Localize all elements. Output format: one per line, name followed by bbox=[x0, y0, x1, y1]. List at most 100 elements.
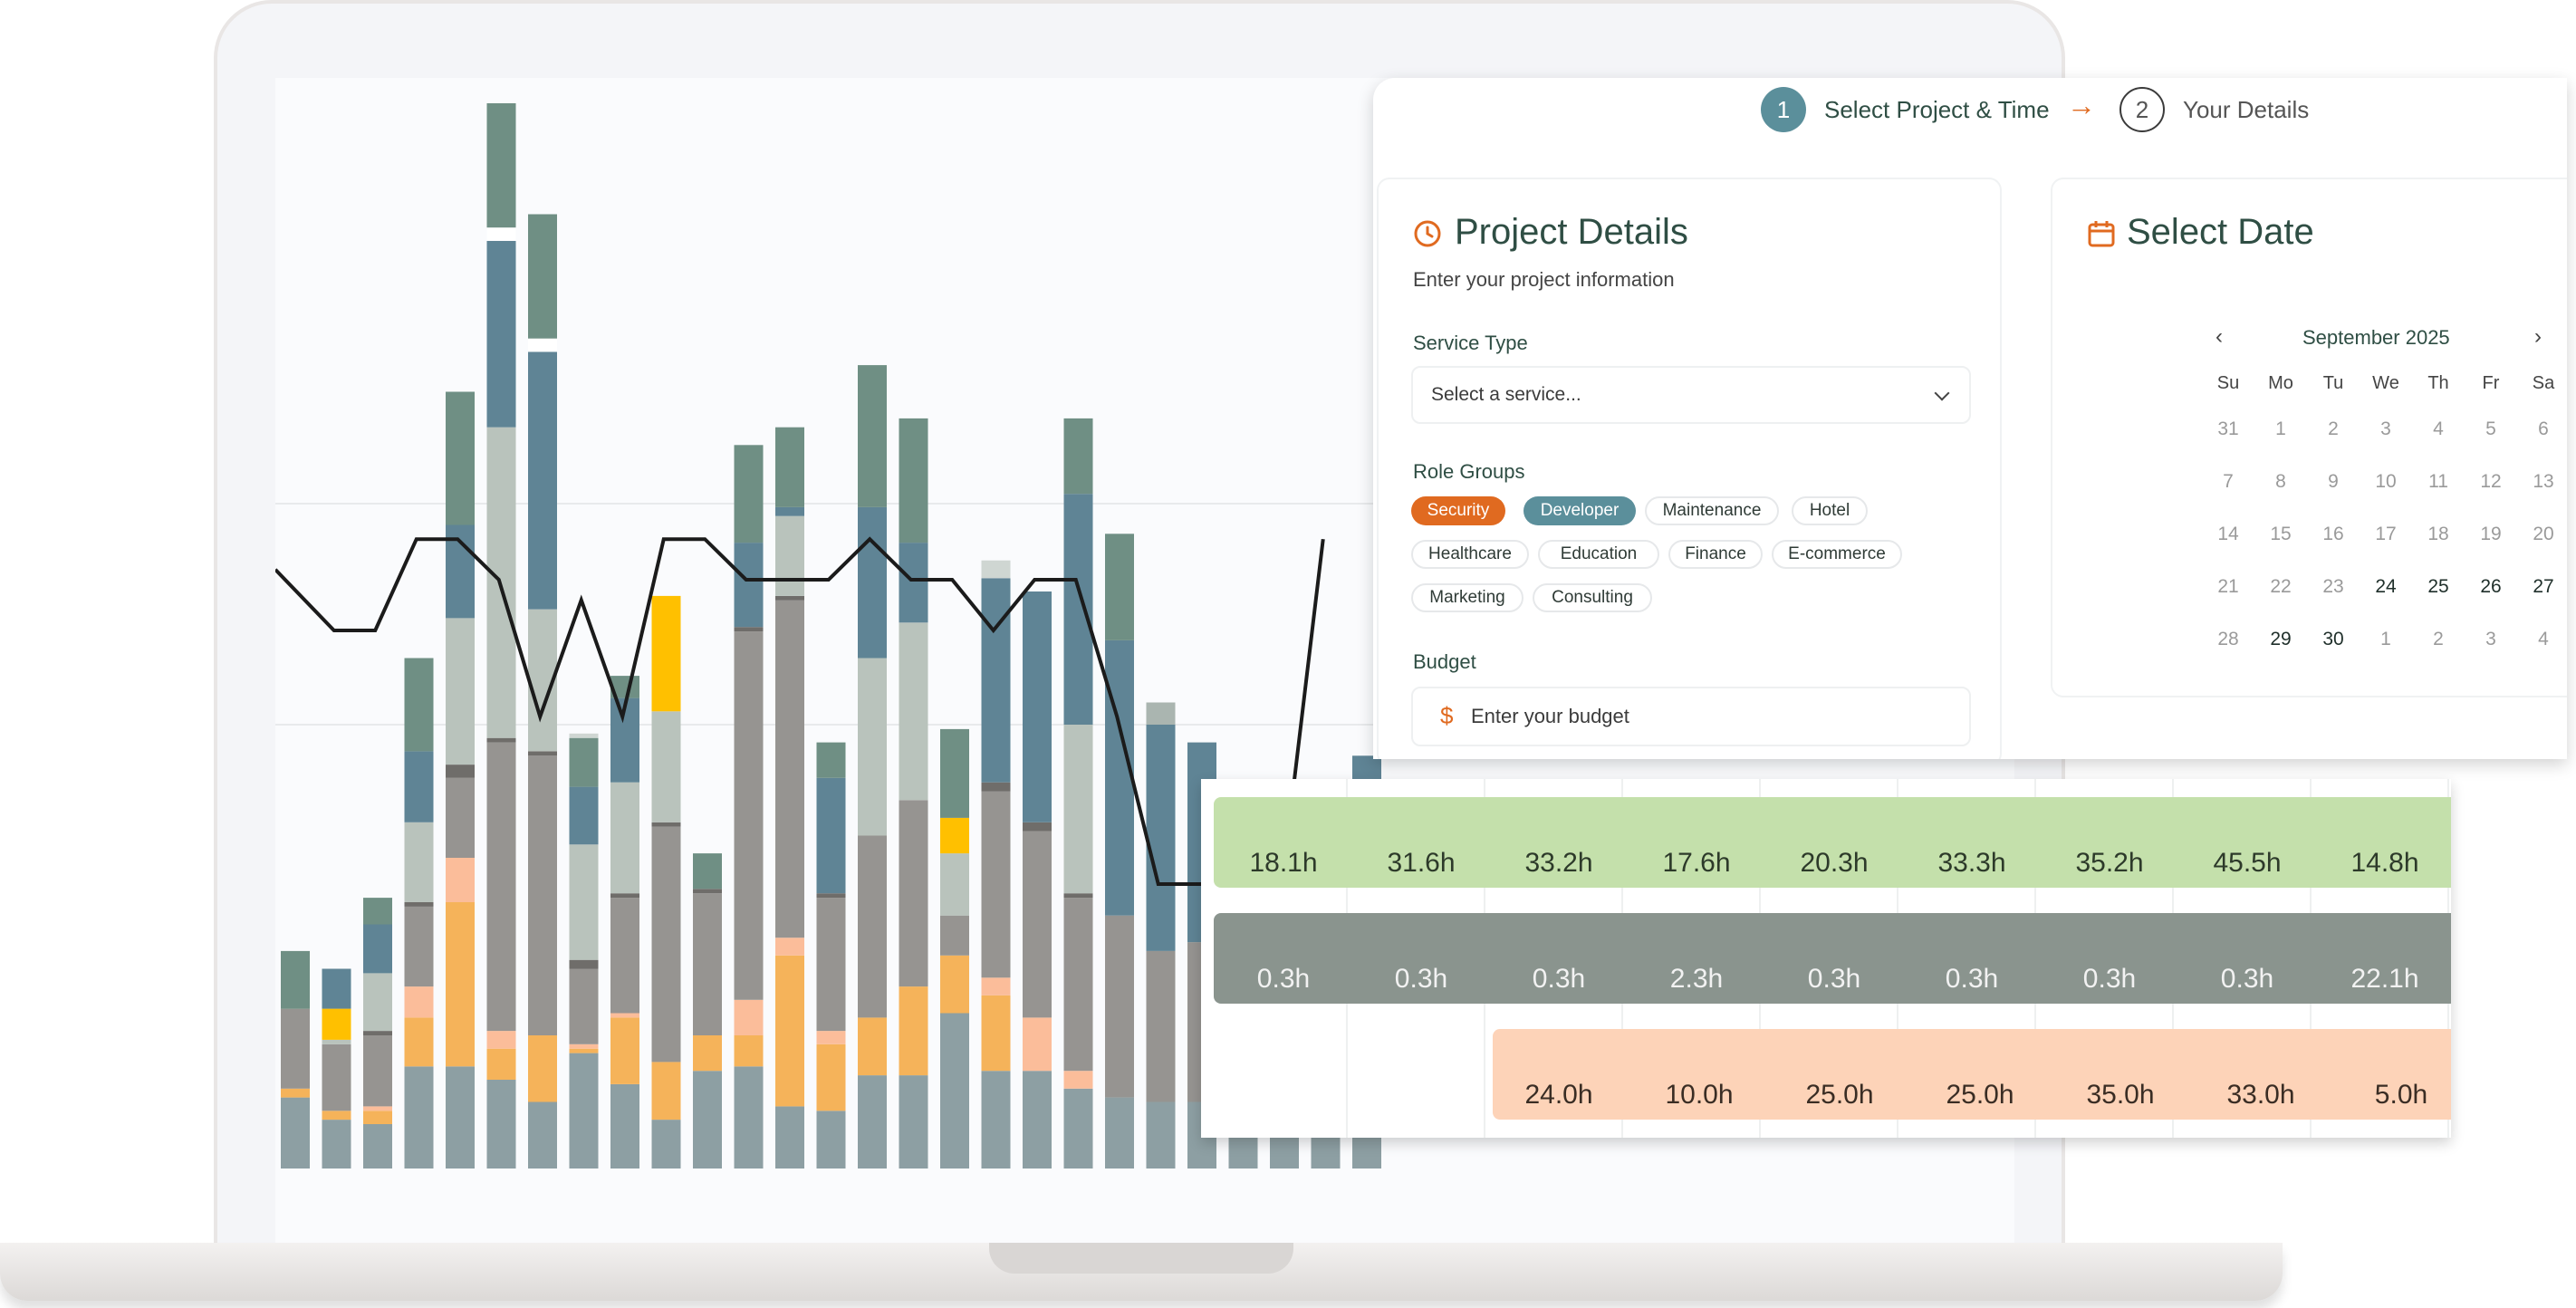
calendar-dow-su: Su bbox=[2216, 373, 2240, 393]
overtime-hours-value: 0.3h bbox=[2220, 964, 2274, 994]
calendar-day: 19 bbox=[2480, 524, 2502, 544]
chart-bar-segment bbox=[651, 1062, 681, 1120]
chart-bar-segment bbox=[858, 1075, 887, 1169]
role-chip-security[interactable]: Security bbox=[1411, 496, 1505, 525]
chart-bar-segment bbox=[281, 1008, 310, 1089]
service-type-select[interactable]: Select a service... bbox=[1411, 366, 1971, 424]
overtime-hours-value: 0.3h bbox=[1807, 964, 1861, 994]
chart-bar-segment bbox=[446, 765, 475, 778]
chart-bar-segment bbox=[940, 817, 969, 854]
chevron-down-icon bbox=[1934, 385, 1950, 401]
role-chip-education[interactable]: Education bbox=[1538, 540, 1659, 569]
chevron-right-icon[interactable]: › bbox=[2534, 324, 2542, 349]
chart-bar-segment bbox=[281, 1088, 310, 1098]
overtime-hours-value: 0.3h bbox=[1256, 964, 1311, 994]
role-chip-ecommerce[interactable]: E-commerce bbox=[1772, 540, 1902, 569]
chart-bar-segment bbox=[981, 560, 1011, 579]
calendar-day: 28 bbox=[2217, 629, 2239, 649]
planned-hours-value: 25.0h bbox=[1805, 1080, 1874, 1110]
chart-bar-segment bbox=[446, 858, 475, 902]
chart-bar-segment bbox=[446, 618, 475, 765]
chart-bar-segment bbox=[981, 782, 1011, 792]
chart-trend-line bbox=[275, 536, 1325, 886]
chart-bar-segment bbox=[404, 1066, 434, 1169]
calendar-day: 21 bbox=[2217, 576, 2239, 597]
overtime-hours-value: 0.3h bbox=[1394, 964, 1448, 994]
calendar-day: 15 bbox=[2270, 524, 2292, 544]
calendar-day: 10 bbox=[2375, 471, 2397, 492]
calendar-day[interactable]: 26 bbox=[2480, 576, 2502, 597]
overtime-hours-band bbox=[1214, 913, 2451, 1004]
budget-input[interactable]: $ Enter your budget bbox=[1411, 687, 1971, 746]
calendar-day[interactable]: 27 bbox=[2533, 576, 2554, 597]
calendar-day: 3 bbox=[2380, 418, 2391, 439]
role-chip-hotel[interactable]: Hotel bbox=[1792, 496, 1868, 525]
chart-bar-segment bbox=[610, 782, 639, 894]
calendar-month-label: September 2025 bbox=[2302, 326, 2450, 349]
chart-bar-segment bbox=[610, 893, 639, 899]
chart-bar-segment bbox=[1146, 725, 1176, 951]
chart-bar-segment bbox=[569, 733, 599, 738]
calendar-day: 7 bbox=[2223, 471, 2234, 492]
calendar-day: 4 bbox=[2538, 629, 2549, 649]
chart-bar-segment bbox=[858, 506, 887, 659]
chart-bar-segment bbox=[775, 1106, 804, 1169]
calendar-day: 22 bbox=[2270, 576, 2292, 597]
chart-bar-segment bbox=[528, 1035, 557, 1102]
role-chip-maintenance[interactable]: Maintenance bbox=[1645, 496, 1779, 525]
chart-bar-segment bbox=[1023, 1017, 1052, 1072]
calendar-day: 11 bbox=[2428, 471, 2448, 492]
calendar-day: 8 bbox=[2275, 471, 2286, 492]
chart-bar-segment bbox=[528, 755, 557, 1035]
role-chip-developer[interactable]: Developer bbox=[1523, 496, 1636, 525]
calendar-day: 13 bbox=[2533, 471, 2554, 492]
role-chip-consulting[interactable]: Consulting bbox=[1533, 583, 1652, 612]
calendar-dow-we: We bbox=[2372, 373, 2399, 393]
planned-hours-value: 5.0h bbox=[2374, 1080, 2428, 1110]
role-chip-marketing[interactable]: Marketing bbox=[1411, 583, 1523, 612]
calendar-day[interactable]: 29 bbox=[2270, 629, 2292, 649]
role-chip-finance[interactable]: Finance bbox=[1668, 540, 1763, 569]
chart-bar-segment bbox=[569, 737, 599, 787]
chart-bar-segment bbox=[858, 1017, 887, 1076]
chevron-left-icon[interactable]: ‹ bbox=[2216, 324, 2223, 349]
billable-hours-value: 14.8h bbox=[2350, 848, 2419, 878]
chart-bar-segment bbox=[486, 227, 516, 241]
chart-bar-segment bbox=[651, 595, 681, 712]
chart-bar-segment bbox=[775, 955, 804, 1107]
chart-bar-segment bbox=[363, 1035, 392, 1107]
role-chip-healthcare[interactable]: Healthcare bbox=[1411, 540, 1529, 569]
calendar-day[interactable]: 25 bbox=[2427, 576, 2449, 597]
chart-bar-segment bbox=[569, 968, 599, 1044]
chart-bar-segment bbox=[1023, 1071, 1052, 1169]
chart-bar-segment bbox=[816, 893, 846, 899]
chart-bar-segment bbox=[981, 578, 1011, 783]
chart-bar-segment bbox=[486, 240, 516, 428]
chart-bar-segment bbox=[734, 999, 764, 1035]
chart-bar-segment bbox=[363, 1124, 392, 1169]
chart-bar-segment bbox=[528, 338, 557, 352]
calendar-day: 23 bbox=[2322, 576, 2344, 597]
chart-bar-segment bbox=[569, 1044, 599, 1049]
calendar-day: 17 bbox=[2375, 524, 2397, 544]
chart-bar-segment bbox=[1146, 1101, 1176, 1169]
step-2[interactable]: 2 Your Details bbox=[2119, 87, 2309, 132]
calendar-day[interactable]: 30 bbox=[2322, 629, 2344, 649]
chart-bar-segment bbox=[1105, 640, 1134, 916]
chart-bar-segment bbox=[816, 777, 846, 894]
calendar-dow-tu: Tu bbox=[2322, 373, 2344, 393]
chart-bar-segment bbox=[446, 777, 475, 858]
step-1[interactable]: 1 Select Project & Time bbox=[1761, 87, 2050, 132]
chart-bar-segment bbox=[734, 445, 764, 543]
chart-bar-segment bbox=[569, 1048, 599, 1053]
chart-bar-segment bbox=[1023, 822, 1052, 832]
chart-bar-segment bbox=[281, 950, 310, 1009]
hours-summary-panel: 18.1h 31.6h 33.2h 17.6h 20.3h 33.3h 35.2h 45.5h… bbox=[1201, 779, 2451, 1138]
billable-hours-value: 18.1h bbox=[1249, 848, 1318, 878]
chart-bar-segment bbox=[693, 853, 722, 890]
chart-bar-segment bbox=[363, 924, 392, 974]
chart-bar-segment bbox=[775, 506, 804, 516]
chart-bar-segment bbox=[610, 1017, 639, 1084]
calendar-day[interactable]: 24 bbox=[2375, 576, 2397, 597]
billable-hours-band bbox=[1214, 797, 2451, 888]
